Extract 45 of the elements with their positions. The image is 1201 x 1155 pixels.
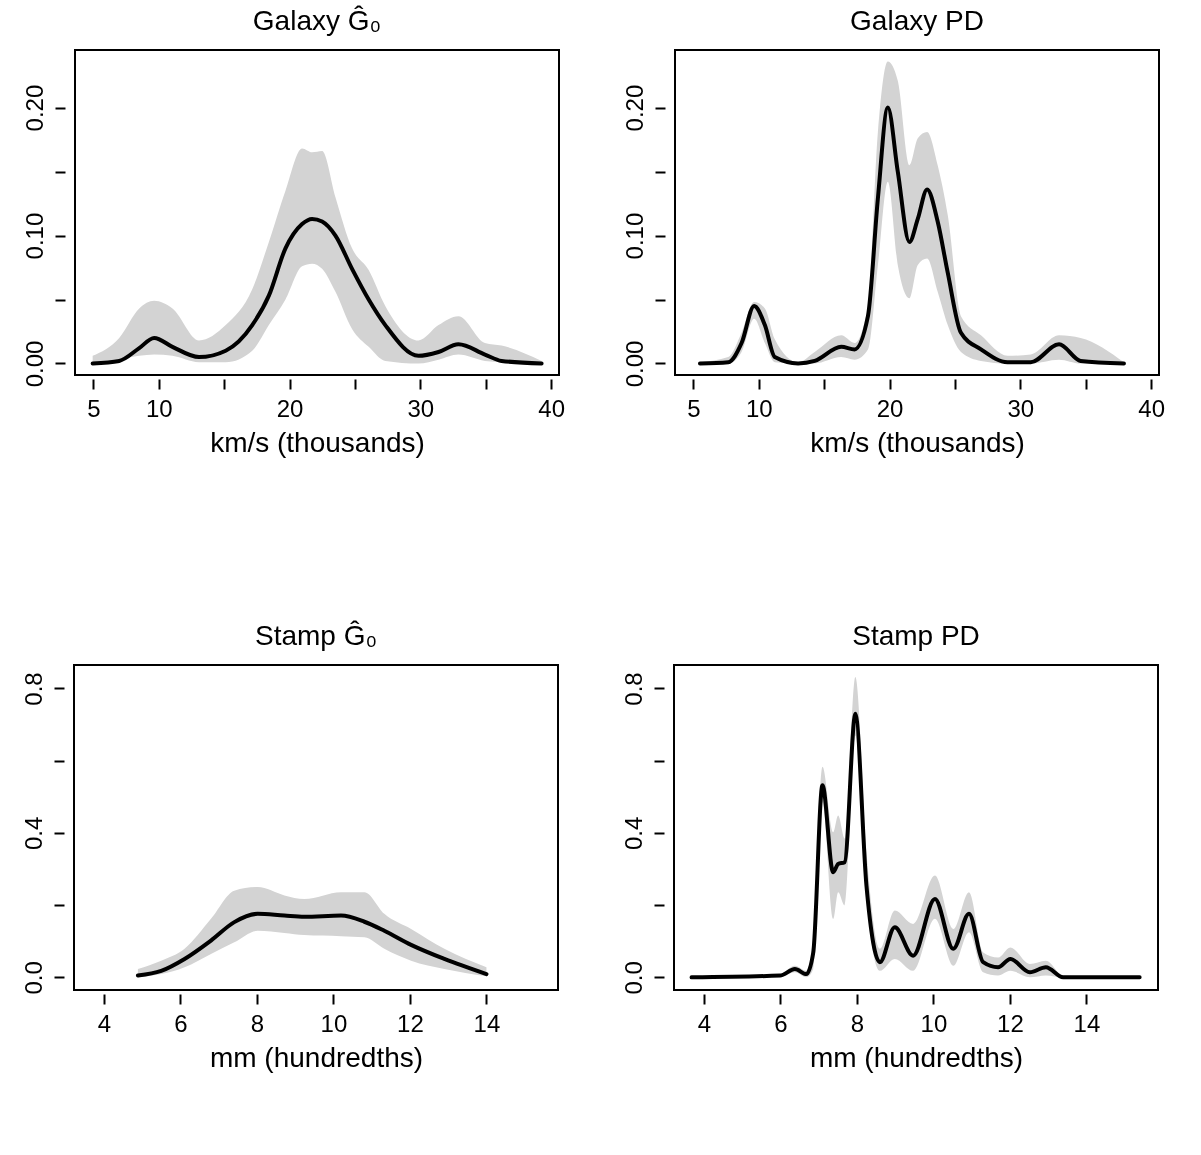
x-tick-label: 14: [473, 1009, 501, 1037]
chart-title: Galaxy PD: [850, 5, 984, 36]
x-tick-label: 40: [1138, 394, 1165, 422]
x-tick-label: 4: [97, 1009, 112, 1037]
x-tick-label: 6: [174, 1009, 188, 1037]
x-tick-label: 20: [876, 394, 904, 422]
y-tick-label: 0.20: [20, 84, 48, 132]
y-tick-label: 0.00: [620, 340, 648, 388]
x-tick-label: 8: [850, 1009, 865, 1037]
x-tick-label: 40: [538, 394, 565, 422]
y-tick-label: 0.10: [20, 212, 48, 260]
line-series: [135, 911, 489, 978]
y-tick-label: 0.0: [19, 961, 47, 995]
x-tick-label: 6: [774, 1009, 788, 1037]
line-series: [90, 216, 544, 366]
x-axis-title: km/s (thousands): [210, 426, 425, 458]
y-tick-label: 0.4: [19, 816, 47, 851]
x-tick-label: 5: [687, 394, 701, 422]
x-tick-label: 20: [276, 394, 304, 422]
chart-title: Stamp Ĝ₀: [254, 620, 378, 651]
x-tick-label: 10: [920, 1009, 948, 1037]
x-tick-label: 12: [397, 1009, 424, 1037]
x-tick-label: 4: [697, 1009, 712, 1037]
x-axis-title: km/s (thousands): [810, 426, 1025, 458]
x-tick-label: 14: [1073, 1009, 1101, 1037]
y-tick-label: 0.10: [620, 212, 648, 260]
chart-title: Galaxy Ĝ₀: [252, 5, 382, 36]
y-tick-label: 0.8: [619, 672, 647, 706]
x-tick-label: 30: [1007, 394, 1035, 422]
y-tick-label: 0.0: [619, 961, 647, 995]
x-tick-label: 30: [407, 394, 435, 422]
x-tick-label: 10: [745, 394, 773, 422]
y-tick-label: 0.00: [20, 340, 48, 388]
y-tick-label: 0.20: [620, 84, 648, 132]
y-tick-label: 0.8: [19, 672, 47, 706]
x-tick-label: 12: [997, 1009, 1024, 1037]
x-axis-title: mm (hundredths): [809, 1041, 1024, 1073]
x-axis-title: mm (hundredths): [209, 1041, 424, 1073]
x-tick-label: 10: [145, 394, 173, 422]
x-tick-label: 8: [250, 1009, 265, 1037]
chart-title: Stamp PD: [852, 620, 980, 651]
line-series: [697, 105, 1126, 366]
x-tick-label: 10: [320, 1009, 348, 1037]
x-tick-label: 5: [87, 394, 101, 422]
y-tick-label: 0.4: [619, 816, 647, 851]
